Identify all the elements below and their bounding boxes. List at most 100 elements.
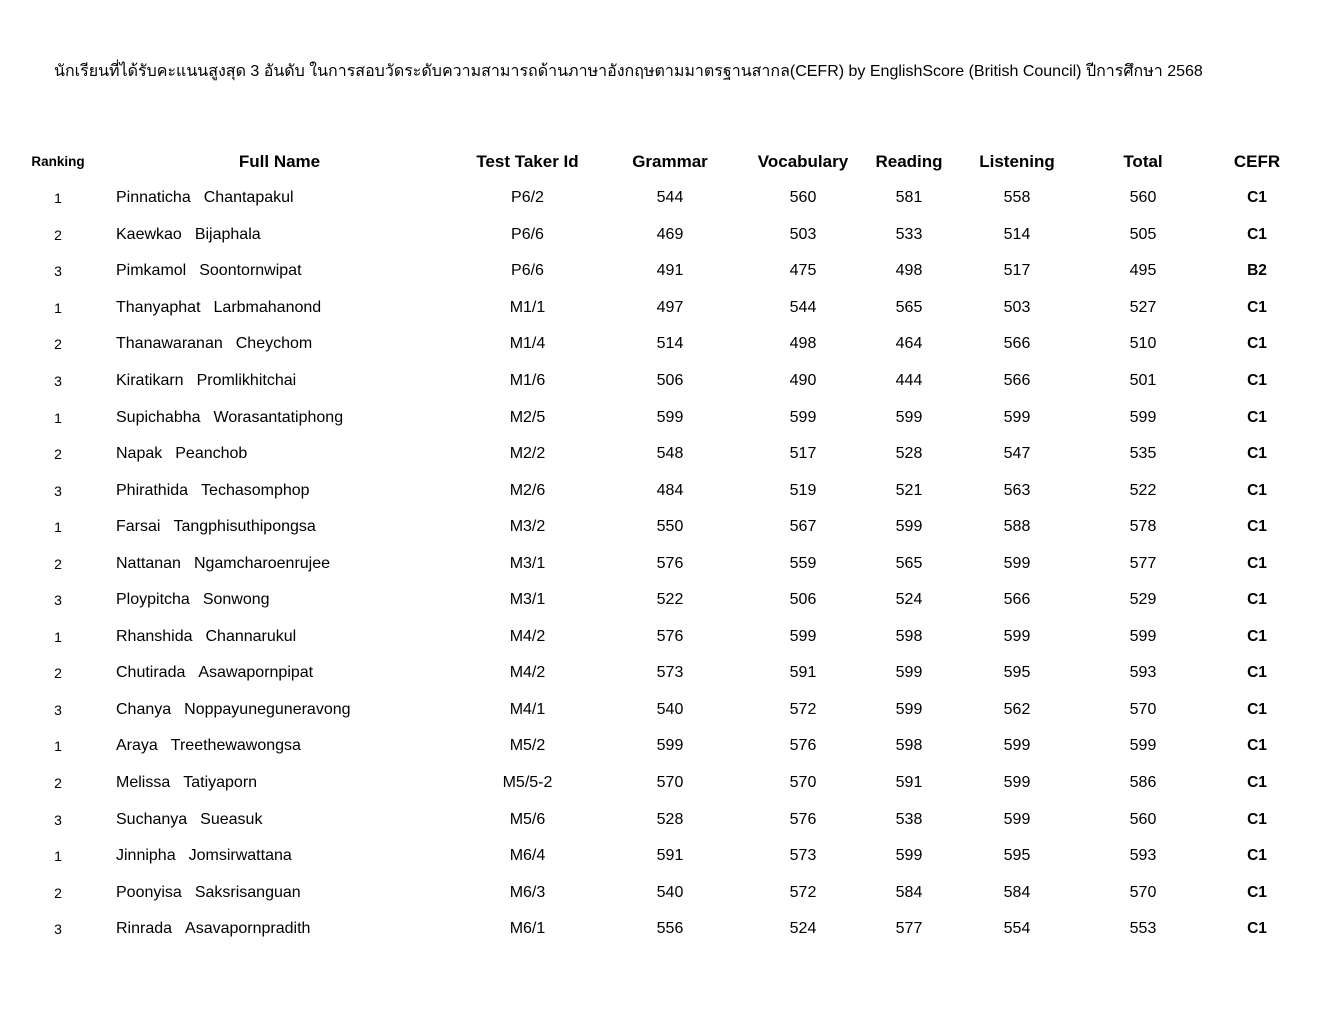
test-taker-id-cell: M1/1 (509, 298, 546, 316)
test-taker-id-cell: M3/2 (509, 518, 546, 536)
first-name: Araya (116, 737, 158, 755)
reading-score-cell: 599 (895, 408, 923, 426)
reading-score-cell: 464 (895, 335, 923, 353)
test-taker-id-cell: M4/2 (509, 627, 546, 645)
listening-score-cell: 599 (1003, 774, 1031, 792)
vocabulary-score-cell: 519 (789, 481, 817, 499)
reading-score-cell: 599 (895, 700, 923, 718)
first-name: Jinnipha (116, 847, 176, 865)
cefr-level-cell: C1 (1247, 189, 1267, 207)
last-name: Soontornwipat (199, 262, 302, 280)
total-score-cell: 586 (1129, 774, 1157, 792)
rank-cell: 2 (54, 884, 62, 901)
last-name: Jomsirwattana (188, 847, 292, 865)
first-name: Poonyisa (116, 883, 182, 901)
full-name-cell: Jinnipha Jomsirwattana (116, 838, 455, 875)
last-name: Asawapornpipat (198, 664, 314, 682)
test-taker-id-cell: M3/1 (509, 591, 546, 609)
vocabulary-score-cell: 506 (789, 591, 817, 609)
grammar-score-cell: 540 (656, 883, 684, 901)
rank-cell: 1 (54, 848, 62, 865)
total-score-cell: 599 (1129, 408, 1157, 426)
last-name: Ngamcharoenrujee (193, 554, 331, 572)
listening-score-cell: 558 (1003, 189, 1031, 207)
rank-cell: 3 (54, 263, 62, 280)
total-score-cell: 505 (1129, 225, 1157, 243)
listening-score-cell: 563 (1003, 481, 1031, 499)
vocabulary-score-cell: 572 (789, 883, 817, 901)
grammar-score-cell: 591 (656, 847, 684, 865)
reading-score-cell: 533 (895, 225, 923, 243)
full-name-cell: Pimkamol Soontornwipat (116, 253, 455, 290)
test-taker-id-cell: M5/2 (509, 737, 546, 755)
cefr-level-cell: C1 (1247, 372, 1267, 389)
test-taker-id-cell: M3/1 (509, 554, 546, 572)
reading-score-cell: 581 (895, 189, 923, 207)
test-taker-id-cell: P6/2 (511, 189, 544, 207)
reading-score-cell: 598 (895, 737, 923, 755)
first-name: Kaewkao (116, 225, 182, 243)
reading-score-cell: 599 (895, 518, 923, 536)
first-name: Rhanshida (116, 627, 193, 645)
listening-score-cell: 595 (1003, 847, 1031, 865)
page-title: นักเรียนที่ได้รับคะแนนสูงสุด 3 อันดับ ใน… (54, 63, 1203, 80)
full-name-cell: Ploypitcha Sonwong (116, 582, 455, 619)
reading-score-cell: 565 (895, 554, 923, 572)
vocabulary-score-cell: 524 (789, 920, 817, 938)
test-taker-id-cell: M2/6 (509, 481, 546, 499)
total-score-cell: 599 (1129, 737, 1157, 755)
test-taker-id-cell: M4/1 (509, 700, 546, 718)
full-name-cell: Phirathida Techasomphop (116, 472, 455, 509)
listening-score-cell: 517 (1003, 262, 1031, 280)
cefr-level-cell: C1 (1247, 883, 1267, 901)
vocabulary-score-cell: 570 (789, 774, 817, 792)
col-header-total: Total (1123, 151, 1163, 171)
test-taker-id-cell: M6/4 (509, 847, 546, 865)
total-score-cell: 593 (1129, 664, 1157, 682)
grammar-score-cell: 599 (656, 737, 684, 755)
rank-cell: 1 (54, 519, 62, 536)
full-name-cell: Poonyisa Saksrisanguan (116, 874, 455, 911)
full-name-cell: Pinnaticha Chantapakul (116, 180, 455, 217)
grammar-score-cell: 556 (656, 920, 684, 938)
grammar-score-cell: 540 (656, 700, 684, 718)
cefr-level-cell: B2 (1247, 262, 1267, 280)
rank-cell: 3 (54, 921, 62, 938)
cefr-level-cell: C1 (1247, 700, 1267, 718)
listening-score-cell: 547 (1003, 445, 1031, 463)
full-name-cell: Farsai Tangphisuthipongsa (116, 509, 455, 546)
rank-cell: 1 (54, 628, 62, 645)
total-score-cell: 560 (1129, 189, 1157, 207)
test-taker-id-cell: M1/6 (509, 372, 546, 389)
cefr-level-cell: C1 (1247, 774, 1267, 792)
last-name: Asavapornpradith (185, 920, 311, 938)
last-name: Tangphisuthipongsa (173, 518, 316, 536)
total-score-cell: 560 (1129, 810, 1157, 828)
test-taker-id-cell: M1/4 (509, 335, 546, 353)
reading-score-cell: 584 (895, 883, 923, 901)
listening-score-cell: 584 (1003, 883, 1031, 901)
first-name: Pimkamol (116, 262, 187, 280)
reading-score-cell: 599 (895, 847, 923, 865)
total-score-cell: 510 (1129, 335, 1157, 353)
grammar-score-cell: 570 (656, 774, 684, 792)
last-name: Noppayuneguneravong (184, 700, 351, 718)
first-name: Ploypitcha (116, 591, 190, 609)
col-header-grammar: Grammar (632, 151, 708, 171)
first-name: Melissa (116, 774, 171, 792)
rank-cell: 3 (54, 592, 62, 609)
test-taker-id-cell: P6/6 (511, 262, 544, 280)
cefr-level-cell: C1 (1247, 225, 1267, 243)
total-score-cell: 535 (1129, 445, 1157, 463)
rank-cell: 3 (54, 373, 62, 389)
full-name-cell: Thanawaranan Cheychom (116, 326, 455, 363)
rank-cell: 2 (54, 665, 62, 682)
grammar-score-cell: 514 (656, 335, 684, 353)
col-header-listening: Listening (979, 151, 1055, 171)
last-name: Chantapakul (203, 189, 294, 207)
cefr-level-cell: C1 (1247, 445, 1267, 463)
grammar-score-cell: 576 (656, 627, 684, 645)
grammar-score-cell: 544 (656, 189, 684, 207)
vocabulary-score-cell: 559 (789, 554, 817, 572)
vocabulary-score-cell: 599 (789, 408, 817, 426)
